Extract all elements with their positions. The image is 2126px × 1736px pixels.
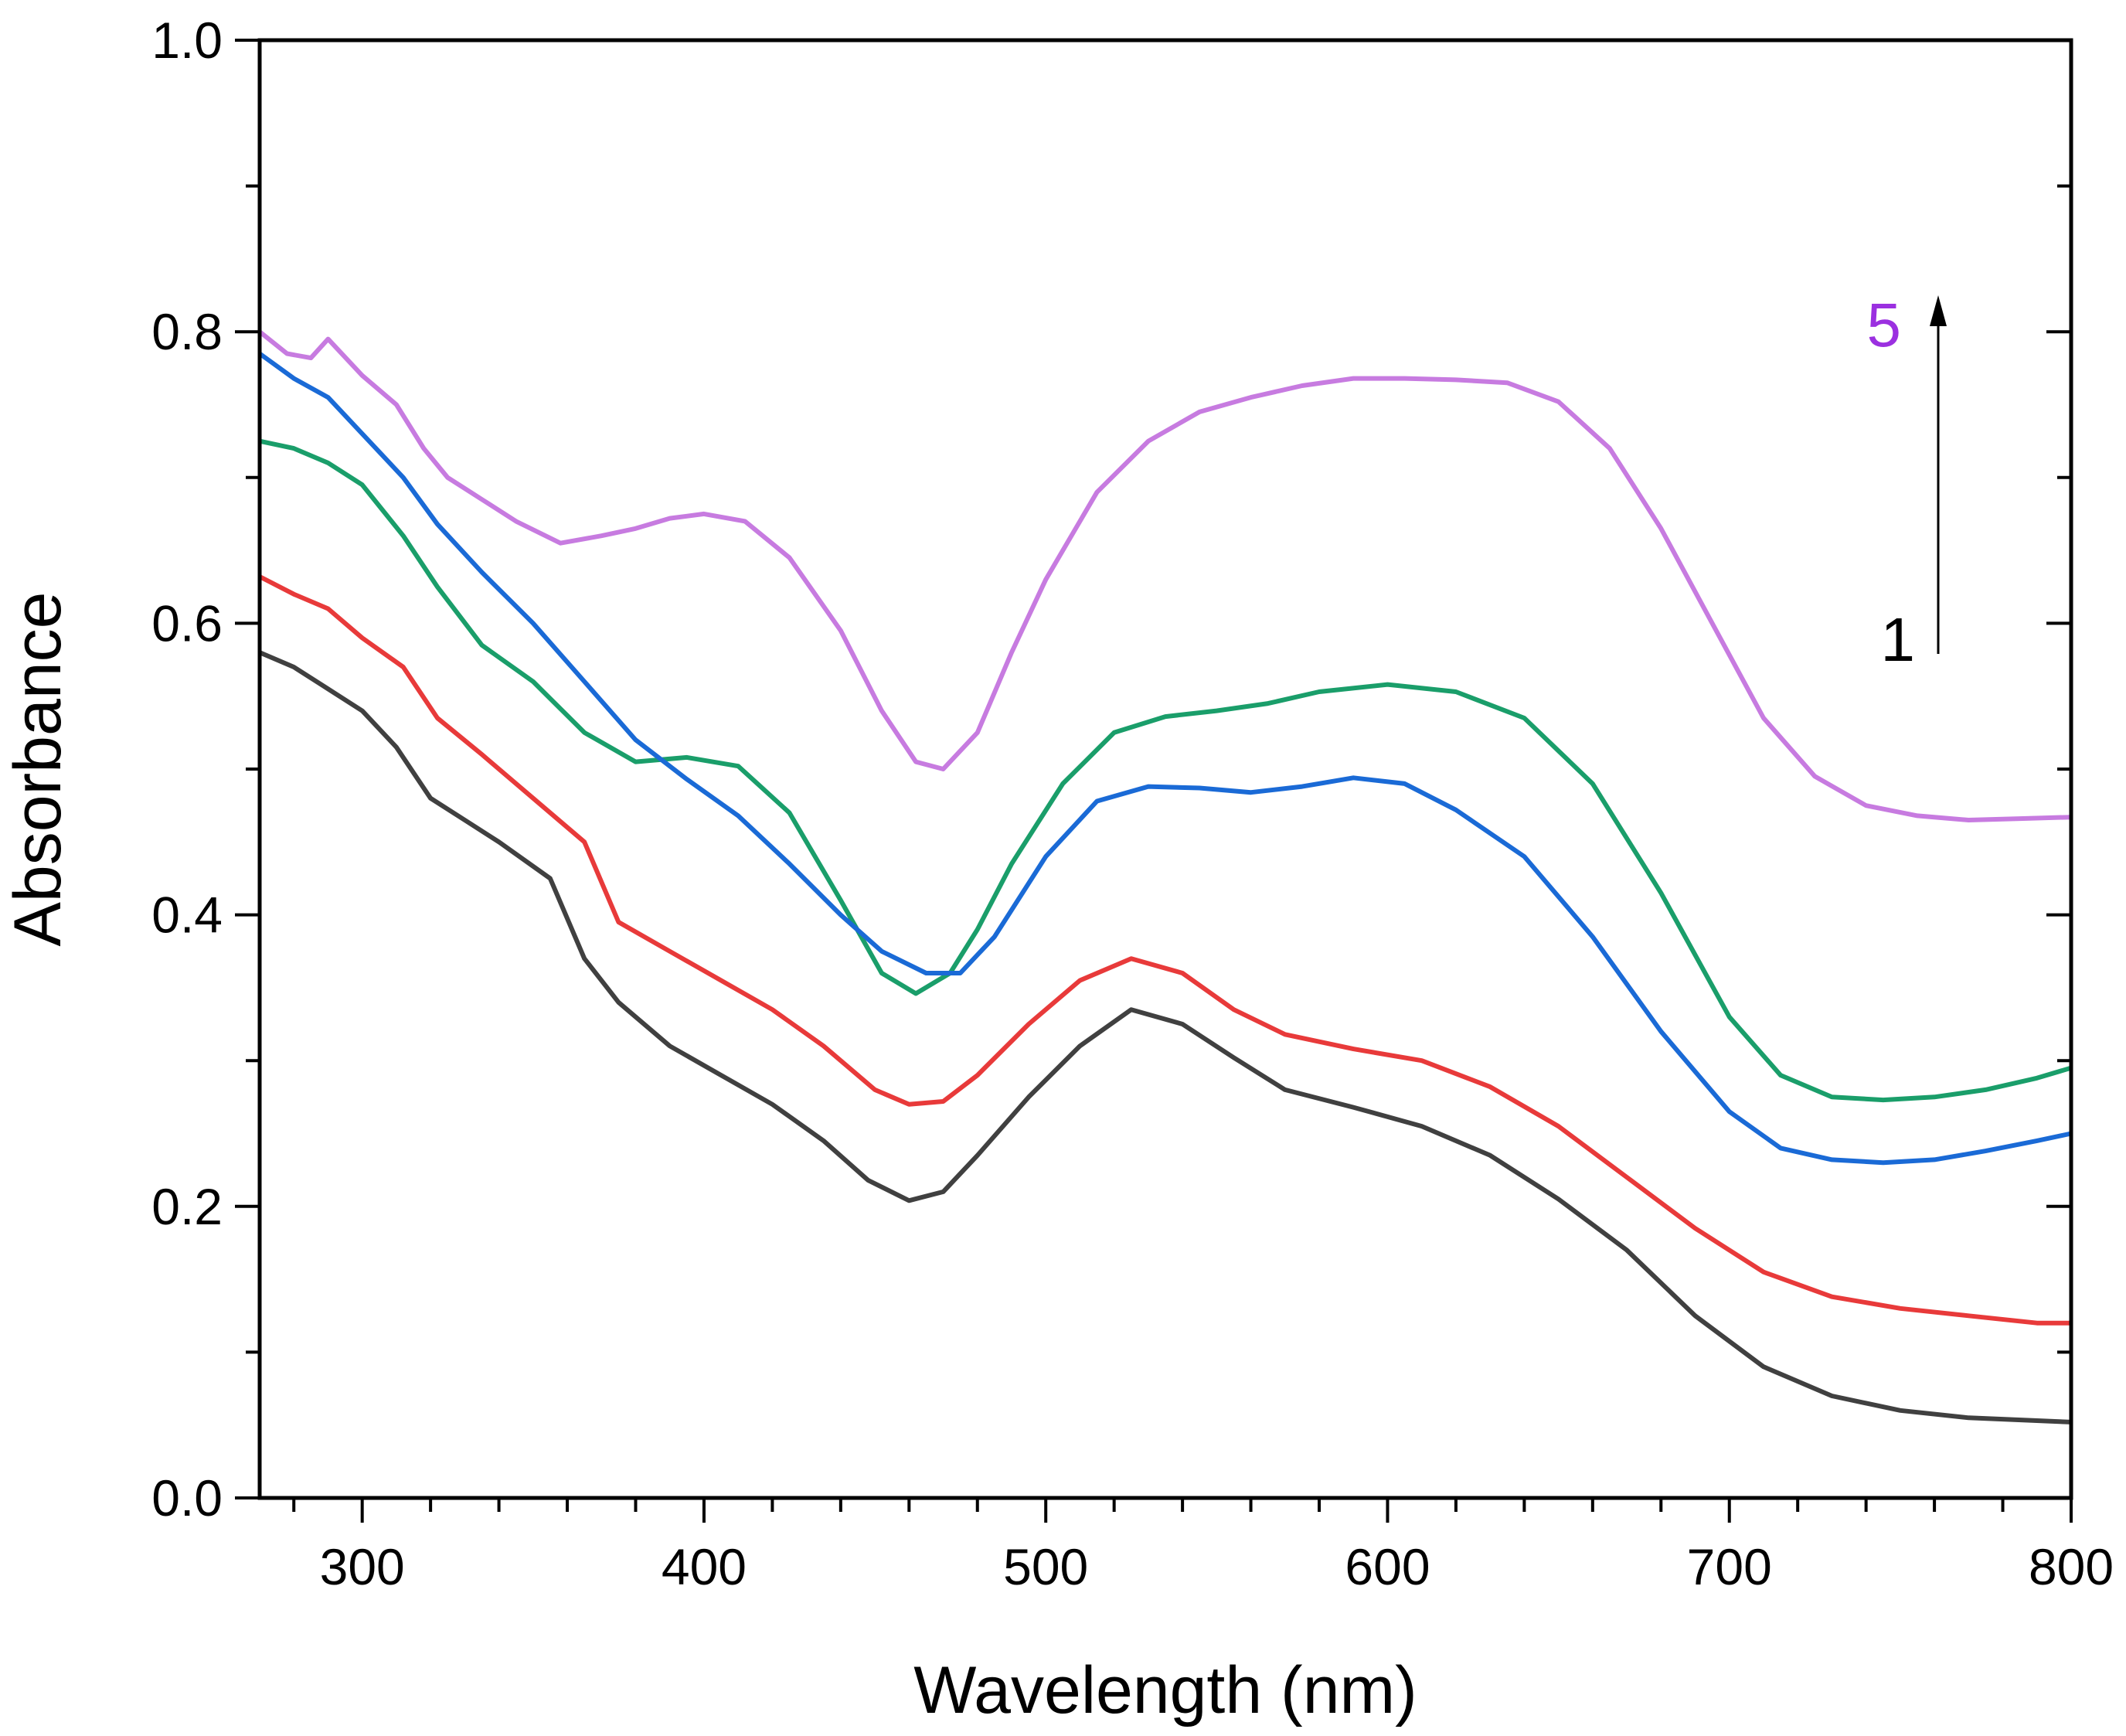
y-tick-label: 0.4 — [151, 887, 223, 944]
y-tick-label: 0.0 — [151, 1469, 223, 1527]
x-axis-title: Wavelength (nm) — [913, 1653, 1417, 1727]
y-axis-title: Absorbance — [1, 592, 75, 947]
trend-annotation: 5 1 — [1867, 291, 1947, 674]
y-tick-label: 1.0 — [151, 12, 223, 69]
trend-arrow-head — [1930, 295, 1947, 326]
x-tick-label: 400 — [662, 1538, 747, 1595]
series-line-4 — [258, 352, 2072, 1166]
y-tick-label: 0.8 — [151, 303, 223, 360]
x-tick-label: 700 — [1687, 1538, 1772, 1595]
annotation-label-5: 5 — [1867, 291, 1902, 359]
x-tick-label: 800 — [2029, 1538, 2114, 1595]
plot-frame — [257, 38, 2073, 1500]
y-tick-label: 0.6 — [151, 594, 223, 652]
axis-tick-labels: 300 400 500 600 700 800 0.0 0.2 0.4 0.6 0.8 1.0 — [151, 12, 2114, 1595]
series-line-2 — [258, 574, 2071, 1326]
series-line-3 — [259, 438, 2072, 1103]
x-tick-label: 300 — [320, 1538, 405, 1595]
x-tick-label: 500 — [1003, 1538, 1088, 1595]
series-line-5 — [258, 329, 2072, 822]
x-tick-label: 600 — [1345, 1538, 1430, 1595]
annotation-label-1: 1 — [1881, 605, 1916, 674]
axis-ticks — [235, 39, 2073, 1523]
y-tick-label: 0.2 — [151, 1178, 223, 1235]
series-line-1 — [258, 650, 2072, 1425]
